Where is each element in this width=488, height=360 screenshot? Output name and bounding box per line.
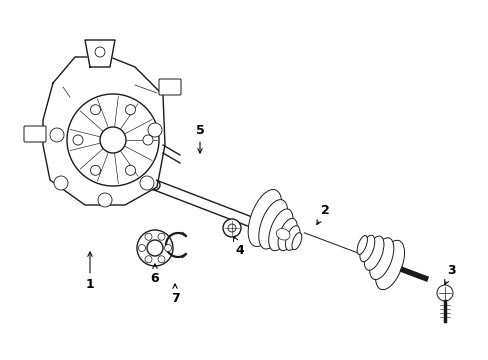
Ellipse shape	[356, 235, 366, 255]
Text: 7: 7	[170, 284, 179, 305]
Circle shape	[145, 233, 152, 240]
Ellipse shape	[258, 200, 287, 249]
Circle shape	[147, 240, 163, 256]
Ellipse shape	[291, 233, 301, 250]
Circle shape	[98, 193, 112, 207]
Circle shape	[67, 94, 159, 186]
Circle shape	[90, 105, 101, 115]
Ellipse shape	[278, 219, 297, 251]
Circle shape	[73, 135, 83, 145]
Ellipse shape	[276, 229, 289, 240]
Ellipse shape	[272, 225, 293, 244]
Text: 5: 5	[195, 123, 204, 153]
Circle shape	[125, 165, 135, 175]
Ellipse shape	[369, 238, 393, 280]
Circle shape	[50, 128, 64, 142]
Text: 3: 3	[444, 264, 455, 284]
Circle shape	[436, 285, 452, 301]
Circle shape	[158, 256, 164, 263]
Circle shape	[137, 230, 173, 266]
Ellipse shape	[359, 235, 374, 262]
Circle shape	[100, 127, 126, 153]
Circle shape	[148, 123, 162, 137]
Circle shape	[145, 256, 152, 263]
Text: 4: 4	[233, 237, 244, 256]
Circle shape	[223, 219, 241, 237]
Polygon shape	[85, 40, 115, 67]
FancyBboxPatch shape	[159, 79, 181, 95]
Circle shape	[90, 165, 101, 175]
Circle shape	[125, 105, 135, 115]
Circle shape	[142, 135, 153, 145]
Circle shape	[164, 244, 171, 252]
Circle shape	[54, 176, 68, 190]
Text: 1: 1	[85, 252, 94, 292]
Ellipse shape	[285, 226, 299, 251]
Circle shape	[140, 176, 154, 190]
Circle shape	[95, 47, 105, 57]
FancyBboxPatch shape	[24, 126, 46, 142]
Text: 2: 2	[316, 203, 329, 225]
Circle shape	[158, 233, 164, 240]
Polygon shape	[43, 57, 164, 205]
Ellipse shape	[375, 240, 404, 290]
Ellipse shape	[248, 189, 281, 247]
Ellipse shape	[268, 209, 292, 251]
Ellipse shape	[364, 236, 383, 270]
Circle shape	[138, 244, 145, 252]
Text: 6: 6	[150, 264, 159, 284]
Circle shape	[227, 224, 236, 232]
